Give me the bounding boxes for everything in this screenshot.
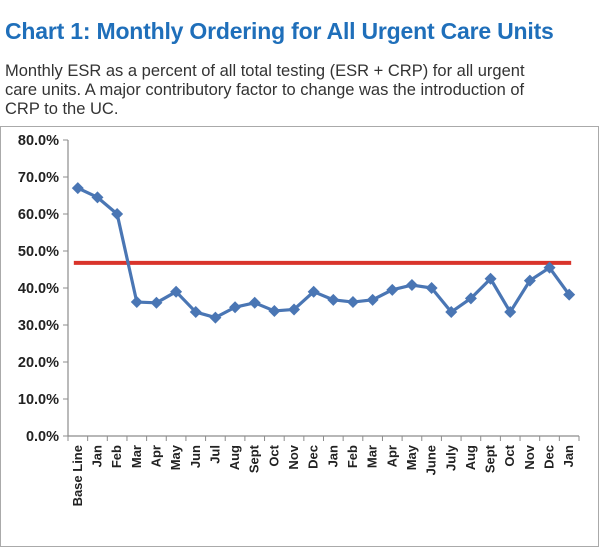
x-tick-label: Oct	[266, 444, 281, 466]
data-point-marker	[523, 274, 536, 287]
x-tick-label: Aug	[227, 445, 242, 470]
data-point-marker	[563, 288, 576, 301]
x-tick-label: Jan	[89, 445, 104, 467]
data-point-marker	[543, 261, 556, 274]
y-tick-label: 40.0%	[18, 281, 59, 297]
data-point-marker	[366, 293, 379, 306]
data-point-marker	[268, 304, 281, 317]
x-tick-label: Apr	[148, 445, 163, 467]
x-tick-label: Aug	[463, 445, 478, 470]
y-tick-label: 0.0%	[26, 429, 59, 445]
y-tick-label: 30.0%	[18, 318, 59, 334]
x-tick-label: Feb	[345, 445, 360, 468]
series-line	[77, 186, 571, 320]
x-tick-label: Sept	[483, 444, 498, 473]
x-tick-label: Nov	[286, 444, 301, 469]
x-tick-label: May	[404, 444, 419, 470]
data-point-marker	[464, 292, 477, 305]
x-tick-label: Mar	[129, 445, 144, 468]
y-tick-label: 10.0%	[18, 392, 59, 408]
x-tick-label: Jun	[188, 445, 203, 468]
x-tick-label: June	[424, 445, 439, 475]
data-point-marker	[229, 301, 242, 314]
x-tick-label: Oct	[502, 444, 517, 466]
data-point-marker	[386, 283, 399, 296]
x-tick-label: Jan	[561, 445, 576, 467]
x-tick-label: Jul	[207, 445, 222, 464]
data-point-marker	[91, 191, 104, 204]
data-point-marker	[189, 306, 202, 319]
x-tick-label: Apr	[384, 445, 399, 467]
y-axis: 0.0% 10.0% 20.0% 30.0% 40.0% 50.0% 60.0% 70.0% 8…	[18, 133, 69, 445]
chart-subtitle: Monthly ESR as a percent of all total te…	[5, 62, 595, 119]
subtitle-line-3: CRP to the UC.	[5, 100, 119, 118]
y-tick-label: 70.0%	[18, 170, 59, 186]
data-point-marker	[425, 282, 438, 294]
data-point-marker	[248, 296, 261, 309]
data-point-marker	[71, 182, 84, 195]
data-point-marker	[405, 279, 418, 292]
x-axis: Base Line Jan Feb Mar Apr May Jun Jul Aug Sept Oct…	[67, 435, 580, 506]
data-point-marker	[209, 311, 222, 324]
x-tick-label: Sept	[247, 444, 262, 473]
y-tick-label: 20.0%	[18, 355, 59, 371]
data-point-marker	[504, 306, 517, 319]
series-layer	[71, 182, 576, 324]
x-tick-label: Mar	[365, 445, 380, 468]
y-tick-label: 50.0%	[18, 244, 59, 260]
x-tick-label: Jan	[325, 445, 340, 467]
x-tick-label: Nov	[522, 444, 537, 469]
x-tick-label: Base Line	[70, 445, 85, 506]
x-tick-label: May	[168, 444, 183, 470]
x-tick-label: Feb	[109, 445, 124, 468]
data-point-marker	[130, 296, 143, 309]
data-point-marker	[327, 293, 340, 306]
y-tick-label: 80.0%	[18, 133, 59, 149]
data-point-marker	[111, 208, 124, 220]
y-tick-label: 60.0%	[18, 207, 59, 223]
data-point-marker	[150, 296, 163, 309]
x-tick-label: Dec	[542, 445, 557, 469]
chart-title: Chart 1: Monthly Ordering for All Urgent…	[5, 18, 554, 44]
data-point-marker	[170, 285, 183, 298]
subtitle-line-1: Monthly ESR as a percent of all total te…	[5, 62, 525, 80]
x-tick-label: July	[443, 444, 458, 471]
data-point-marker	[288, 303, 301, 316]
data-point-marker	[484, 272, 497, 285]
data-point-marker	[307, 285, 320, 298]
x-tick-label: Dec	[306, 445, 321, 469]
data-point-marker	[445, 306, 458, 319]
plot-frame	[0, 126, 599, 547]
subtitle-line-2: care units. A major contributory factor …	[5, 81, 525, 99]
data-point-marker	[346, 296, 359, 309]
